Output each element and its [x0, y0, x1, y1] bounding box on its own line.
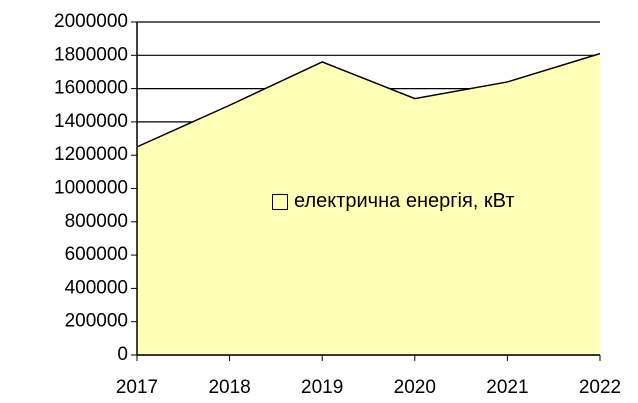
area-line	[136, 52, 601, 148]
y-tick-label: 1200000	[54, 144, 128, 165]
y-tick-label: 1000000	[54, 178, 128, 199]
legend-label: електрична енергія, кВт	[294, 190, 515, 212]
area	[137, 53, 600, 355]
legend-swatch	[272, 194, 288, 210]
legend: електрична енергія, кВт	[272, 186, 562, 217]
x-tick-label: 2018	[208, 377, 250, 398]
y-tick-label: 800000	[65, 211, 128, 232]
y-tick-label: 400000	[65, 277, 128, 298]
x-tick-label: 2017	[116, 377, 158, 398]
y-tick-label: 2000000	[54, 11, 128, 32]
y-tick-label: 1600000	[54, 78, 128, 99]
y-tick-label: 1800000	[54, 44, 128, 65]
x-tick-label: 2022	[579, 377, 621, 398]
x-tick-label: 2020	[394, 377, 436, 398]
x-tick-label: 2021	[486, 377, 528, 398]
y-tick-label: 1400000	[54, 111, 128, 132]
y-tick-label: 200000	[65, 311, 128, 332]
x-tick-label: 2019	[301, 377, 343, 398]
y-tick-label: 600000	[65, 244, 128, 265]
y-tick-label: 0	[117, 344, 128, 365]
